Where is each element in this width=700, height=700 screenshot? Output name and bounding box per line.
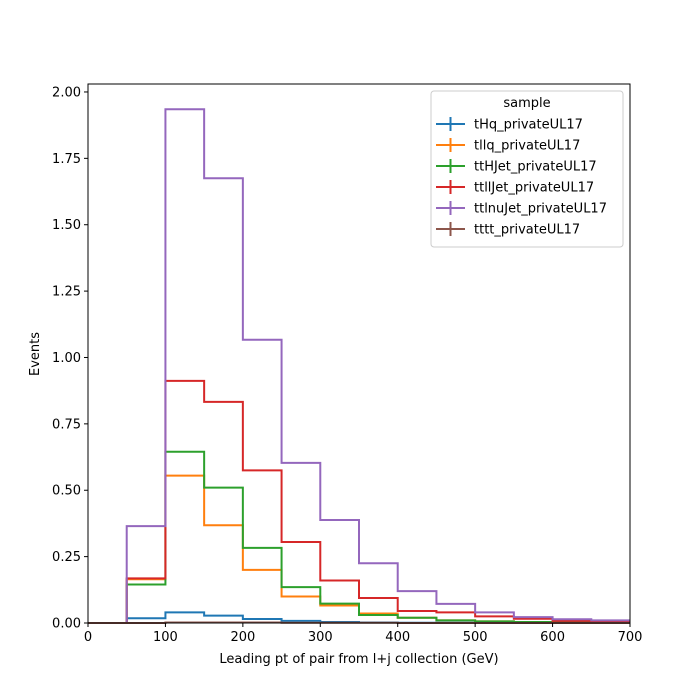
x-tick-label: 500 [463,630,488,645]
legend-entry-ttlnuJet_privateUL17: ttlnuJet_privateUL17 [436,201,607,217]
legend-box [430,90,624,248]
y-tick-label: 0.00 [52,617,81,632]
y-tick-label: 1.50 [52,218,81,233]
legend-label: ttlnuJet_privateUL17 [474,202,607,217]
series-line-ttllJet_privateUL17 [88,379,630,624]
x-tick-label: 100 [153,630,178,645]
x-axis-label: Leading pt of pair from l+j collection (… [219,652,498,667]
series-line-ttHJet_privateUL17 [88,450,630,624]
y-tick-label: 1.00 [52,351,81,366]
y-tick-label: 0.50 [52,484,81,499]
legend-entry-ttllJet_privateUL17: ttllJet_privateUL17 [436,180,594,196]
x-tick-label: 400 [385,630,410,645]
y-tick-label: 1.25 [52,285,81,300]
y-tick-label: 2.00 [52,85,81,100]
legend-entry-tHq_privateUL17: tHq_privateUL17 [436,117,583,133]
y-axis-label: Events [28,332,43,376]
x-axis: 0 100 200 300 400 500 600 700 [84,623,643,645]
legend-title: sample [503,96,550,111]
x-tick-label: 0 [84,630,92,645]
x-tick-label: 300 [308,630,333,645]
legend-label: ttHJet_privateUL17 [474,160,597,175]
x-tick-label: 700 [618,630,643,645]
legend-label: ttllJet_privateUL17 [474,181,594,196]
legend-entry-tllq_privateUL17: tllq_privateUL17 [436,138,580,154]
legend-label: tttt_privateUL17 [474,223,580,238]
legend-entry-tttt_privateUL17: tttt_privateUL17 [436,222,580,238]
legend-label: tllq_privateUL17 [474,139,580,154]
axes-frame [87,83,631,624]
y-tick-label: 0.25 [52,550,81,565]
series-line-ttlnuJet_privateUL17 [88,108,630,624]
x-tick-label: 600 [540,630,565,645]
legend: sample tHq_privateUL17 tllq_privateUL17 ttH… [430,90,624,248]
y-tick-label: 1.75 [52,152,81,167]
x-tick-label: 200 [230,630,255,645]
y-tick-label: 0.75 [52,417,81,432]
legend-entry-ttHJet_privateUL17: ttHJet_privateUL17 [436,159,597,175]
legend-label: tHq_privateUL17 [474,118,583,133]
y-axis: 0.00 0.25 0.50 0.75 1.00 1.25 1.50 1.75 2.00 [52,85,88,632]
